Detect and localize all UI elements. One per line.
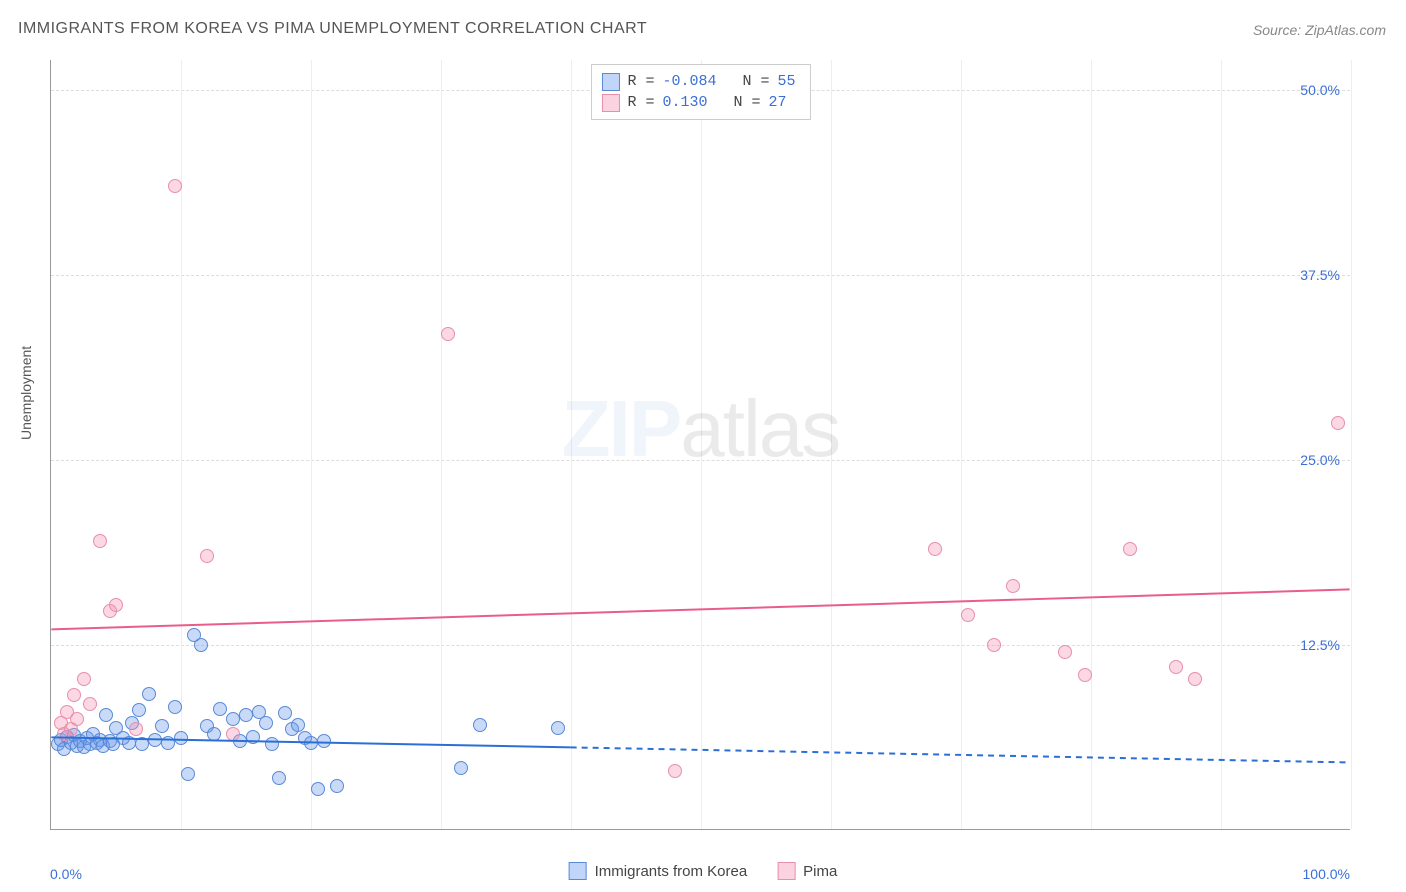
stats-row: R = 0.130 N = 27 (601, 92, 795, 113)
scatter-point-pink (77, 672, 91, 686)
scatter-point-blue (155, 719, 169, 733)
legend-item: Immigrants from Korea (569, 862, 748, 880)
y-axis-label: Unemployment (18, 346, 34, 440)
r-value: -0.084 (662, 71, 716, 92)
scatter-point-pink (83, 697, 97, 711)
scatter-point-pink (200, 549, 214, 563)
scatter-point-pink (67, 688, 81, 702)
swatch-blue (601, 73, 619, 91)
x-tick-min: 0.0% (50, 866, 82, 882)
swatch-blue (569, 862, 587, 880)
y-tick-label: 37.5% (1280, 267, 1340, 283)
scatter-point-pink (928, 542, 942, 556)
source-attribution: Source: ZipAtlas.com (1253, 22, 1386, 38)
grid-line-v (1351, 60, 1352, 829)
n-value: 27 (769, 92, 787, 113)
swatch-pink (601, 94, 619, 112)
y-tick-label: 25.0% (1280, 452, 1340, 468)
plot-area: 12.5%25.0%37.5%50.0%ZIPatlasR =-0.084N =… (50, 60, 1350, 830)
scatter-point-blue (291, 718, 305, 732)
n-value: 55 (778, 71, 796, 92)
scatter-point-blue (272, 771, 286, 785)
scatter-point-blue (99, 708, 113, 722)
scatter-point-pink (226, 727, 240, 741)
scatter-point-blue (317, 734, 331, 748)
scatter-point-pink (1188, 672, 1202, 686)
scatter-point-blue (168, 700, 182, 714)
r-value: 0.130 (662, 92, 707, 113)
scatter-point-pink (1058, 645, 1072, 659)
scatter-point-pink (668, 764, 682, 778)
stats-box: R =-0.084N =55R = 0.130N =27 (590, 64, 810, 120)
scatter-point-pink (1123, 542, 1137, 556)
scatter-point-blue (148, 733, 162, 747)
r-label: R = (627, 71, 654, 92)
scatter-point-blue (142, 687, 156, 701)
scatter-point-pink (1169, 660, 1183, 674)
scatter-point-blue (454, 761, 468, 775)
scatter-point-blue (246, 730, 260, 744)
grid-line-v (311, 60, 312, 829)
scatter-point-blue (135, 737, 149, 751)
scatter-point-blue (207, 727, 221, 741)
scatter-point-blue (265, 737, 279, 751)
scatter-point-pink (70, 712, 84, 726)
scatter-point-pink (93, 534, 107, 548)
n-label: N = (743, 71, 770, 92)
grid-line-v (831, 60, 832, 829)
scatter-point-pink (441, 327, 455, 341)
scatter-point-pink (961, 608, 975, 622)
grid-line-v (961, 60, 962, 829)
scatter-point-blue (278, 706, 292, 720)
x-tick-max: 100.0% (1303, 866, 1350, 882)
scatter-point-pink (168, 179, 182, 193)
swatch-pink (777, 862, 795, 880)
legend-label: Immigrants from Korea (595, 863, 748, 880)
scatter-point-blue (226, 712, 240, 726)
r-label: R = (627, 92, 654, 113)
scatter-point-blue (311, 782, 325, 796)
scatter-point-blue (174, 731, 188, 745)
scatter-point-blue (194, 638, 208, 652)
grid-line-v (701, 60, 702, 829)
scatter-point-blue (259, 716, 273, 730)
y-tick-label: 50.0% (1280, 82, 1340, 98)
y-tick-label: 12.5% (1280, 637, 1340, 653)
scatter-point-pink (1331, 416, 1345, 430)
stats-row: R = -0.084 N = 55 (601, 71, 795, 92)
legend-item: Pima (777, 862, 837, 880)
scatter-point-blue (213, 702, 227, 716)
grid-line-v (571, 60, 572, 829)
scatter-point-pink (109, 598, 123, 612)
scatter-point-pink (1078, 668, 1092, 682)
scatter-point-pink (1006, 579, 1020, 593)
scatter-point-blue (473, 718, 487, 732)
scatter-point-blue (122, 736, 136, 750)
chart-title: IMMIGRANTS FROM KOREA VS PIMA UNEMPLOYME… (18, 20, 647, 38)
n-label: N = (734, 92, 761, 113)
scatter-point-blue (181, 767, 195, 781)
grid-line-v (181, 60, 182, 829)
scatter-point-blue (304, 736, 318, 750)
scatter-point-blue (551, 721, 565, 735)
grid-line-v (1221, 60, 1222, 829)
legend-label: Pima (803, 863, 837, 880)
scatter-point-blue (161, 736, 175, 750)
scatter-point-blue (132, 703, 146, 717)
scatter-point-pink (129, 722, 143, 736)
scatter-point-pink (987, 638, 1001, 652)
scatter-point-blue (330, 779, 344, 793)
legend: Immigrants from Korea Pima (569, 862, 838, 880)
scatter-point-blue (239, 708, 253, 722)
grid-line-v (441, 60, 442, 829)
grid-line-v (1091, 60, 1092, 829)
